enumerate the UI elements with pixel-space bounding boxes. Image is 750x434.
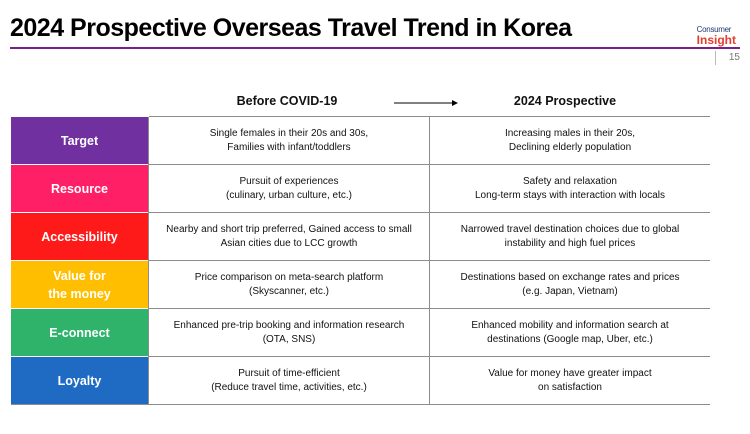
category-label-line: E-connect [49,325,110,340]
cell-text-line: (OTA, SNS) [262,333,316,345]
cell-text-line: Narrowed travel destination choices due … [460,223,680,235]
title-divider [10,47,740,49]
category-label-line: Accessibility [41,229,118,244]
cell-text-line: Pursuit of time-efficient [238,367,340,379]
row-category-label: Loyalty [11,356,149,405]
cell-text-line: Destinations based on exchange rates and… [460,271,680,283]
cell-text-line: Price comparison on meta-search platform [194,271,384,283]
logo-consumer-text: Consumer [696,25,732,34]
table-row: Loyalty Pursuit of time-efficient (Reduce … [11,356,710,405]
cell-text-line: Enhanced pre-trip booking and informatio… [173,319,405,331]
row-category-label: Accessibility [11,212,149,261]
category-label-line: Resource [51,181,108,196]
prospective-2024-cell: Narrowed travel destination choices due … [429,212,710,261]
category-label-line: Target [60,133,99,148]
cell-text-line: Pursuit of experiences [239,175,339,187]
row-category-label: Target [11,116,149,165]
prospective-2024-cell: Safety and relaxation Long-term stays wit… [429,164,710,213]
row-category-label: Value for the money [11,260,149,309]
table-row: Accessibility Nearby and short trip prefe… [11,212,710,261]
cell-text-line: Single females in their 20s and 30s, [209,127,369,139]
row-category-label: Resource [11,164,149,213]
page-number: 15 [715,51,740,65]
cell-text-line: (culinary, urban culture, etc.) [226,189,352,201]
before-covid-cell: Pursuit of time-efficient (Reduce travel … [148,356,430,405]
column-header-after: 2024 Prospective [513,94,617,108]
column-header-before: Before COVID-19 [236,94,338,108]
prospective-2024-cell: Increasing males in their 20s, Declining … [429,116,710,165]
cell-text-line: (Reduce travel time, activities, etc.) [211,381,367,393]
cell-text-line: Enhanced mobility and information search… [471,319,669,331]
logo-insight-text: Insight [696,33,736,47]
cell-text-line: Long-term stays with interaction with lo… [474,189,666,201]
trend-table: Target Single females in their 20s and 30… [11,116,710,405]
before-covid-cell: Enhanced pre-trip booking and informatio… [148,308,430,357]
cell-text-line: Families with infant/toddlers [227,141,351,153]
cell-text-line: on satisfaction [538,381,602,393]
cell-text-line: (e.g. Japan, Vietnam) [522,285,618,297]
before-covid-cell: Single females in their 20s and 30s, Fami… [148,116,430,165]
page-title: 2024 Prospective Overseas Travel Trend i… [10,14,572,42]
cell-text-line: Declining elderly population [508,141,632,153]
consumer-insight-logo: Consumer Insight [697,24,736,46]
cell-text-line: Asian cities due to LCC growth [220,237,358,249]
cell-text-line: Value for money have greater impact [488,367,652,379]
cell-text-line: (Skyscanner, etc.) [248,285,330,297]
cell-text-line: destinations (Google map, Uber, etc.) [487,333,653,345]
table-row: Value for the money Price comparison on me… [11,260,710,309]
before-covid-cell: Nearby and short trip preferred, Gained … [148,212,430,261]
cell-text-line: Safety and relaxation [523,175,617,187]
right-arrow-icon [394,100,458,106]
table-row: E-connect Enhanced pre-trip booking and i… [11,308,710,357]
cell-text-line: instability and high fuel prices [504,237,636,249]
cell-text-line: Nearby and short trip preferred, Gained … [166,223,412,235]
before-covid-cell: Price comparison on meta-search platform… [148,260,430,309]
prospective-2024-cell: Destinations based on exchange rates and… [429,260,710,309]
row-category-label: E-connect [11,308,149,357]
category-label-line: Value for [53,268,106,283]
cell-text-line: Increasing males in their 20s, [504,127,636,139]
category-label-line: Loyalty [57,373,102,388]
prospective-2024-cell: Enhanced mobility and information search… [429,308,710,357]
category-label-line: the money [48,286,111,301]
prospective-2024-cell: Value for money have greater impact on sa… [429,356,710,405]
table-row: Resource Pursuit of experiences (culinary,… [11,164,710,213]
before-covid-cell: Pursuit of experiences (culinary, urban c… [148,164,430,213]
table-row: Target Single females in their 20s and 30… [11,116,710,165]
